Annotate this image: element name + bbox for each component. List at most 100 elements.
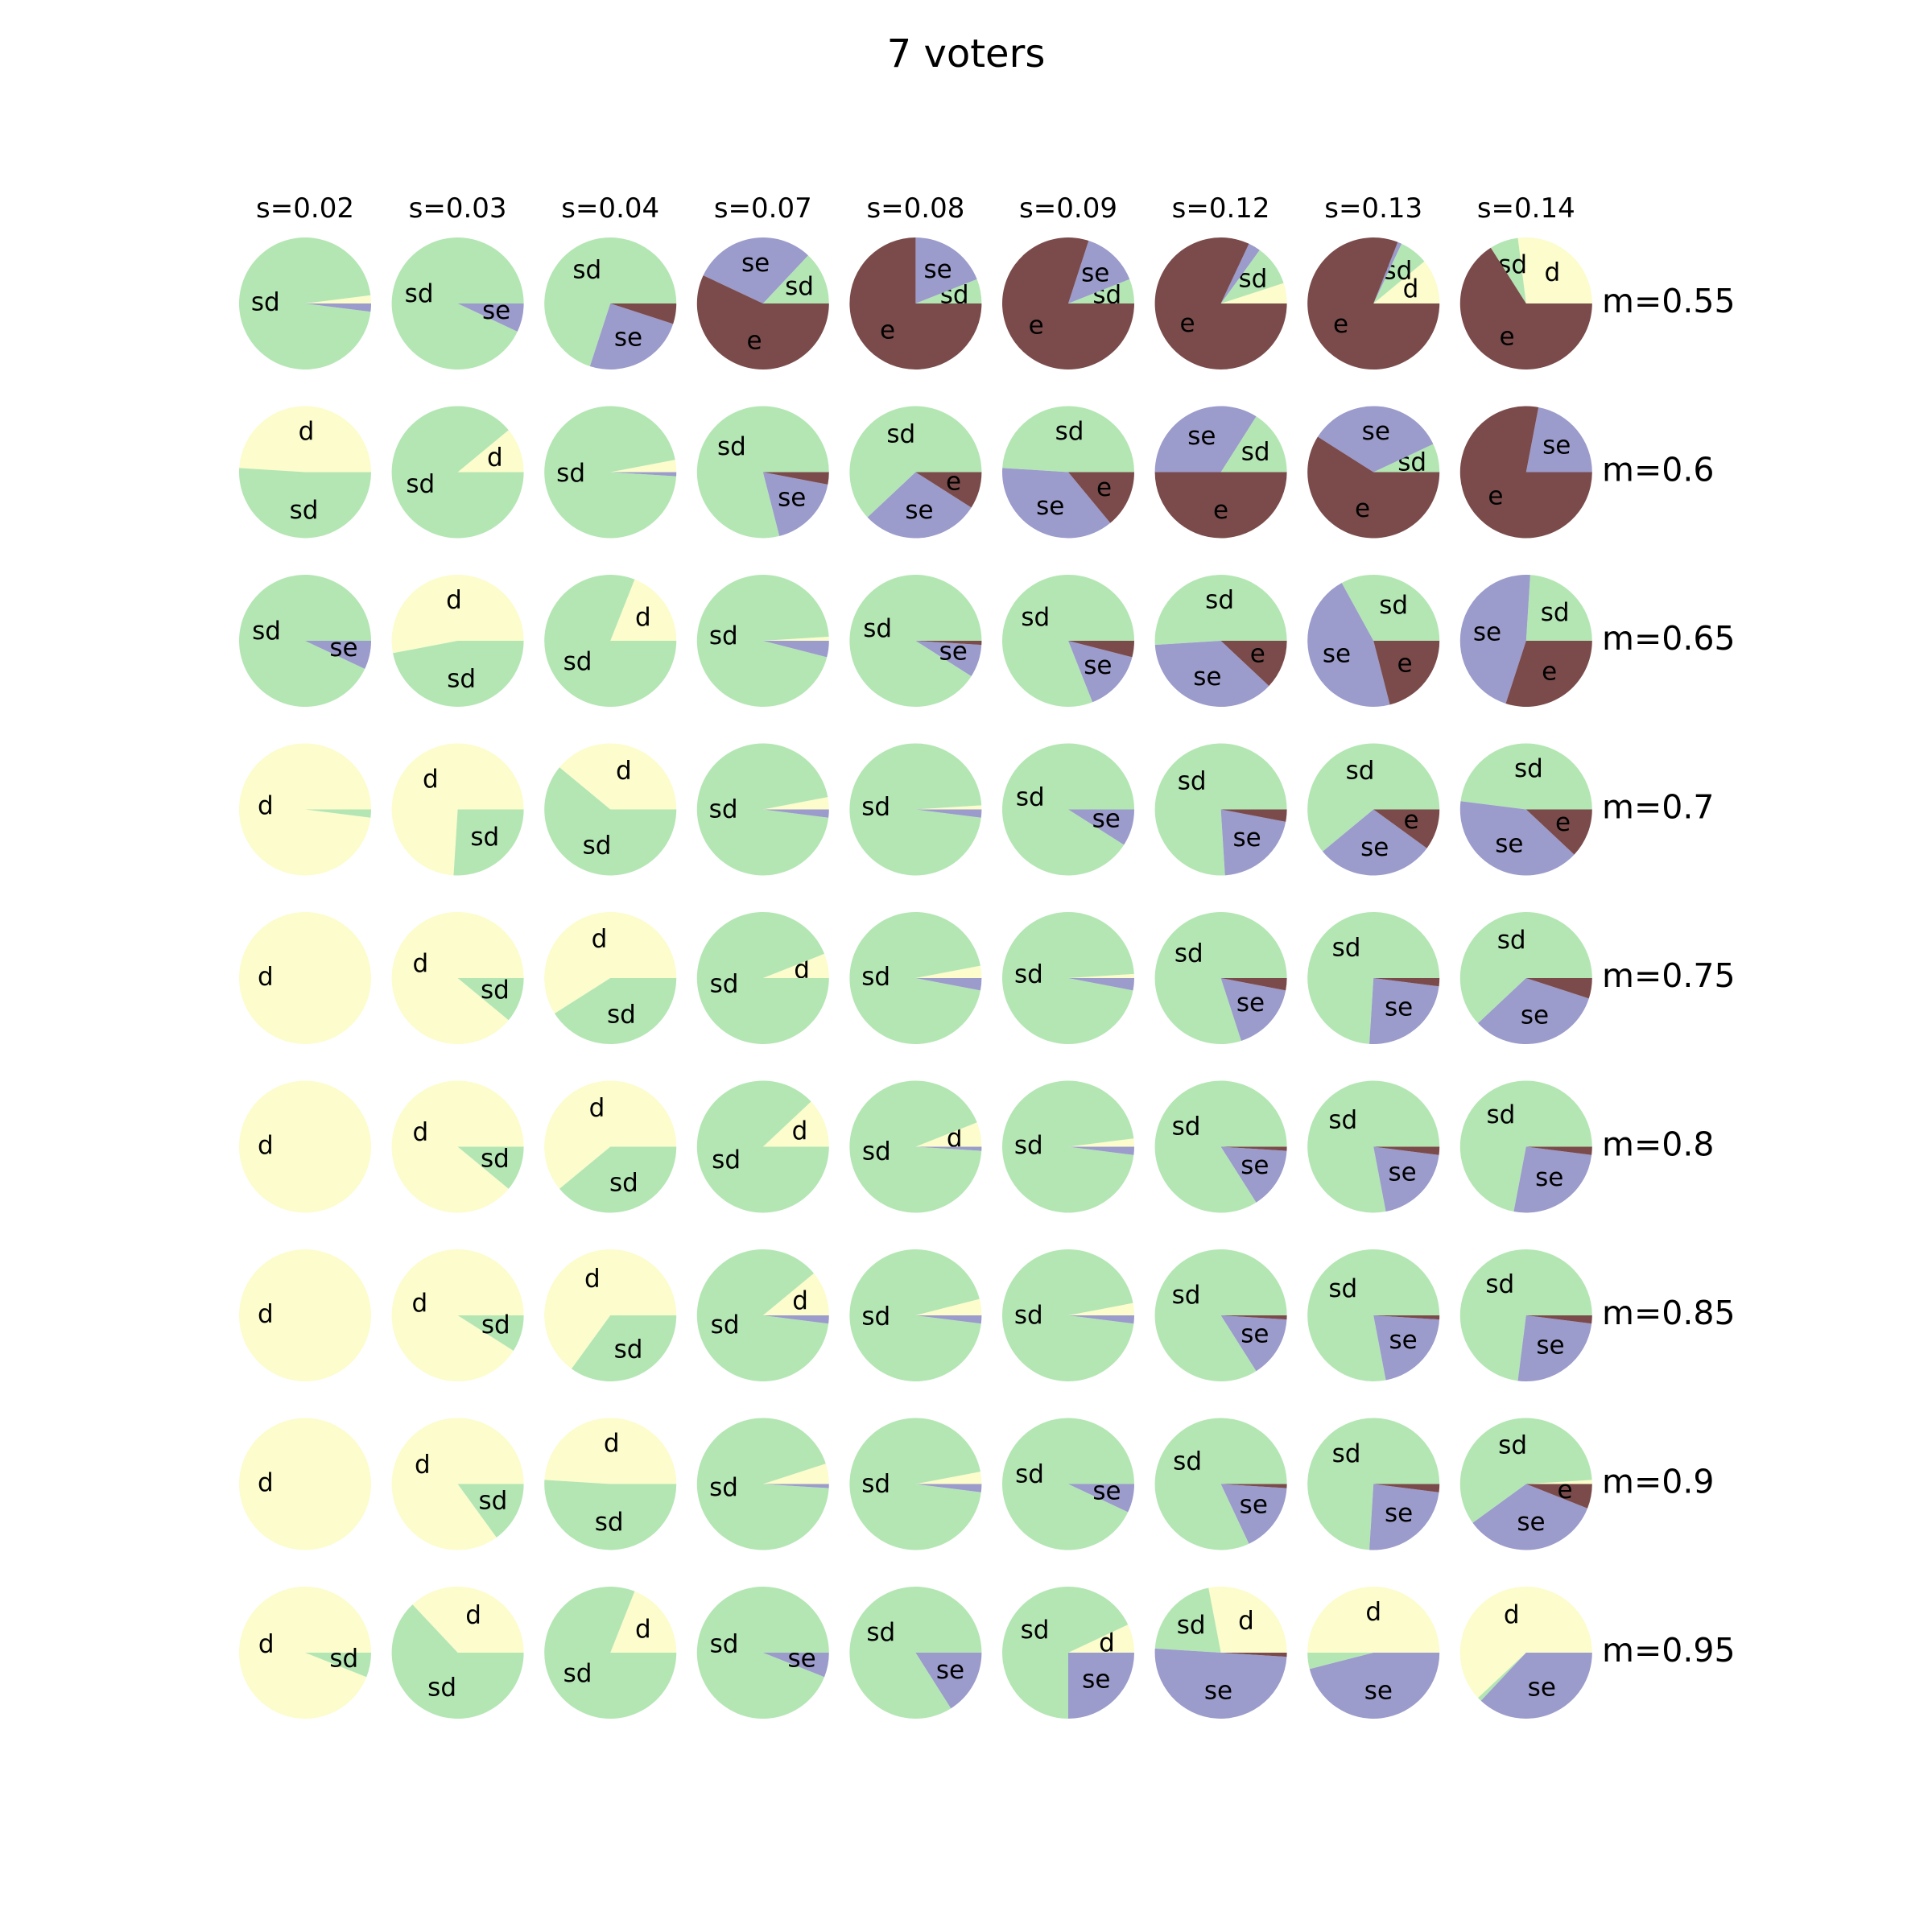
slice-e	[696, 275, 829, 369]
slice-sd	[849, 1249, 981, 1382]
slice-label: sd	[1485, 1270, 1514, 1299]
pie: d se	[1307, 1587, 1440, 1719]
slice-label: sd	[329, 1645, 358, 1674]
slice-label: sd	[481, 1145, 510, 1174]
slice-label: se	[1495, 830, 1523, 859]
slice-se	[1309, 1653, 1440, 1719]
slice-label: sd	[861, 1470, 890, 1499]
slice-sd	[391, 1604, 524, 1719]
slice-label: sd	[1328, 1274, 1357, 1303]
slice-sd	[1001, 1249, 1134, 1381]
slice-d	[915, 1298, 982, 1315]
slice-label: sd	[481, 976, 510, 1005]
pie-grid: sd sdsesdsesdseesdseesdseesdedsdedsdedsdd…	[238, 237, 1592, 1719]
row-label: m=0.7	[1602, 788, 1715, 827]
slice-d	[610, 1591, 677, 1653]
slice-d	[762, 1273, 829, 1315]
slice-e	[849, 237, 982, 369]
slice-se	[1478, 978, 1589, 1045]
slice-sd	[1002, 743, 1134, 876]
pie: dsd	[391, 743, 524, 876]
slice-d	[610, 579, 677, 641]
slice-d	[239, 743, 371, 876]
slice-se	[1154, 1648, 1287, 1719]
slice-e	[1220, 1315, 1287, 1320]
column-label: s=0.13	[1324, 192, 1422, 225]
slice-label: e	[747, 327, 762, 356]
slice-sd	[1002, 912, 1134, 1045]
slice-label: d	[792, 1117, 808, 1146]
slice-label: se	[1542, 431, 1571, 460]
slice-e	[1459, 406, 1592, 539]
slice-d	[391, 1080, 524, 1213]
pie: d	[239, 1249, 371, 1381]
slice-d	[1373, 261, 1440, 303]
row-label: m=0.55	[1602, 282, 1736, 320]
pie: sd	[849, 1418, 982, 1550]
slice-sd	[391, 237, 524, 370]
slice-se	[915, 237, 977, 303]
slice-sd	[696, 912, 829, 1045]
slice-sd	[1490, 237, 1526, 303]
pie: dsd	[391, 406, 524, 539]
slice-sd	[1307, 743, 1440, 852]
slice-d	[1220, 283, 1287, 303]
slice-label: sd	[1178, 766, 1207, 795]
slice-label: sd	[1021, 603, 1050, 632]
slice-e	[1505, 641, 1592, 708]
slice-label: sd	[614, 1335, 643, 1364]
slice-label: se	[1528, 1674, 1556, 1703]
slice-label: sd	[1332, 934, 1361, 963]
slice-d	[391, 1418, 524, 1550]
slice-label: e	[1555, 808, 1571, 837]
row-label: m=0.65	[1602, 619, 1736, 658]
slice-e	[1373, 978, 1440, 987]
pie: d	[239, 1080, 371, 1213]
slice-label: sd	[1014, 1131, 1043, 1160]
slice-label: sd	[1172, 1281, 1201, 1310]
pie: dsd	[849, 1080, 982, 1213]
slice-label: se	[1084, 651, 1112, 680]
slice-se	[1373, 242, 1402, 303]
slice-label: sd	[711, 1311, 740, 1340]
slice-sd	[1001, 1080, 1134, 1213]
pie: d	[239, 1418, 371, 1550]
slice-label: se	[1081, 259, 1109, 288]
row-label: m=0.95	[1602, 1631, 1736, 1670]
slice-label: se	[1232, 824, 1261, 852]
slice-label: se	[905, 496, 933, 525]
slice-se	[1369, 1484, 1439, 1550]
chart-title: 7 voters	[887, 31, 1046, 76]
slice-label: d	[258, 1300, 274, 1329]
pie: dsd	[544, 1587, 677, 1719]
slice-e	[1373, 809, 1440, 848]
slice-se	[1220, 1315, 1287, 1372]
slice-label: sd	[1486, 1100, 1515, 1129]
slice-label: d	[1544, 258, 1560, 287]
pie: se e	[1459, 406, 1592, 539]
slice-e	[1373, 1315, 1440, 1320]
pie: sde	[1154, 237, 1287, 369]
slice-sd	[544, 237, 677, 366]
slice-label: sd	[609, 1168, 638, 1197]
slice-e	[1220, 641, 1287, 687]
slice-label: se	[923, 255, 952, 284]
slice-se	[1220, 243, 1260, 303]
slice-sd	[849, 1418, 981, 1550]
slice-label: d	[412, 949, 428, 978]
slice-se	[1068, 1146, 1134, 1155]
slice-e	[1525, 1146, 1592, 1155]
slice-label: d	[635, 1615, 651, 1644]
slice-sd	[544, 575, 677, 708]
